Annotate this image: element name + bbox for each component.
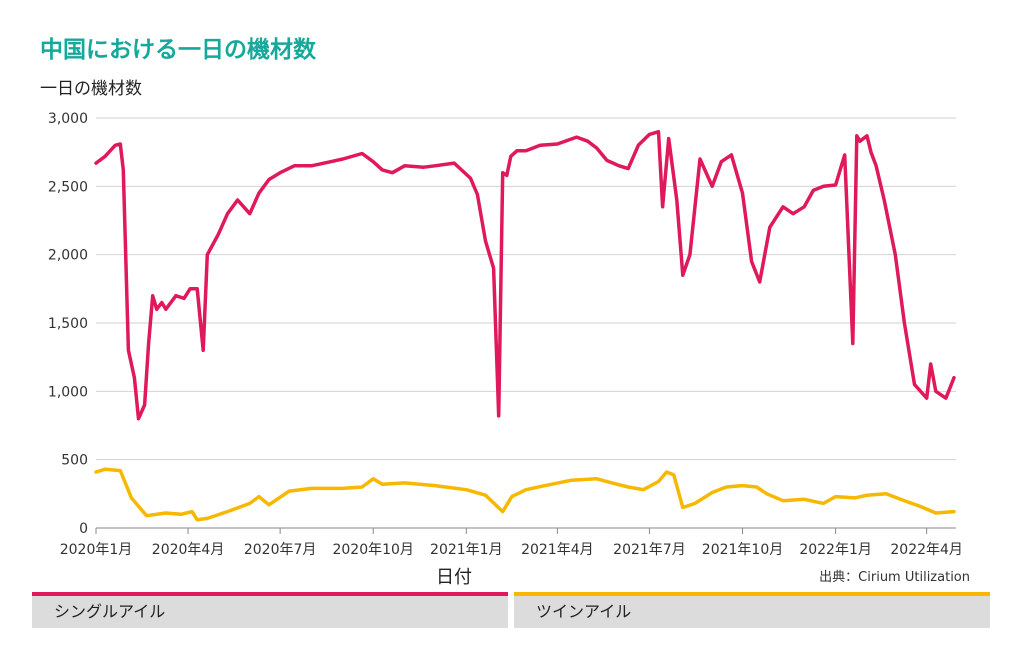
y-tick-label: 3,000 xyxy=(48,111,88,127)
y-tick-label: 2,500 xyxy=(48,179,88,195)
legend-single-aisle-label: シングルアイル xyxy=(54,602,166,621)
x-tick-label: 2021年4月 xyxy=(521,542,594,558)
series-line-single-aisle xyxy=(94,129,956,421)
x-tick-label: 2020年7月 xyxy=(244,542,317,558)
y-tick-label: 2,000 xyxy=(48,248,88,264)
legend-twin-aisle-label: ツインアイル xyxy=(536,602,632,621)
legend-twin-aisle: ツインアイル xyxy=(514,592,990,628)
x-tick-label: 2021年10月 xyxy=(702,542,783,558)
y-tick-label: 0 xyxy=(79,521,88,537)
x-tick-label: 2022年4月 xyxy=(890,542,963,558)
y-tick-label: 500 xyxy=(61,453,88,469)
series-line-twin-aisle xyxy=(94,467,956,522)
legend-single-aisle: シングルアイル xyxy=(32,592,508,628)
y-tick-label: 1,500 xyxy=(48,316,88,332)
x-tick-label: 2021年1月 xyxy=(430,542,503,558)
x-axis-label: 日付 xyxy=(436,567,472,588)
series-lines xyxy=(94,129,956,522)
x-tick-label: 2020年4月 xyxy=(152,542,225,558)
x-tick-label: 2022年1月 xyxy=(799,542,872,558)
grid-lines xyxy=(96,117,956,529)
source-note: 出典：Cirium Utilization xyxy=(819,570,970,585)
y-tick-labels: 0 500 1,000 1,500 2,000 2,500 3,000 xyxy=(48,111,88,537)
y-tick-label: 1,000 xyxy=(48,384,88,400)
x-tick-labels: 2020年1月 2020年4月 2020年7月 2020年10月 2021年1月 2021… xyxy=(60,528,963,558)
x-tick-label: 2020年10月 xyxy=(332,542,413,558)
x-tick-label: 2021年7月 xyxy=(613,542,686,558)
page-title: 中国における一日の機材数 xyxy=(40,37,316,63)
x-tick-label: 2020年1月 xyxy=(60,542,133,558)
y-axis-label: 一日の機材数 xyxy=(40,79,142,99)
